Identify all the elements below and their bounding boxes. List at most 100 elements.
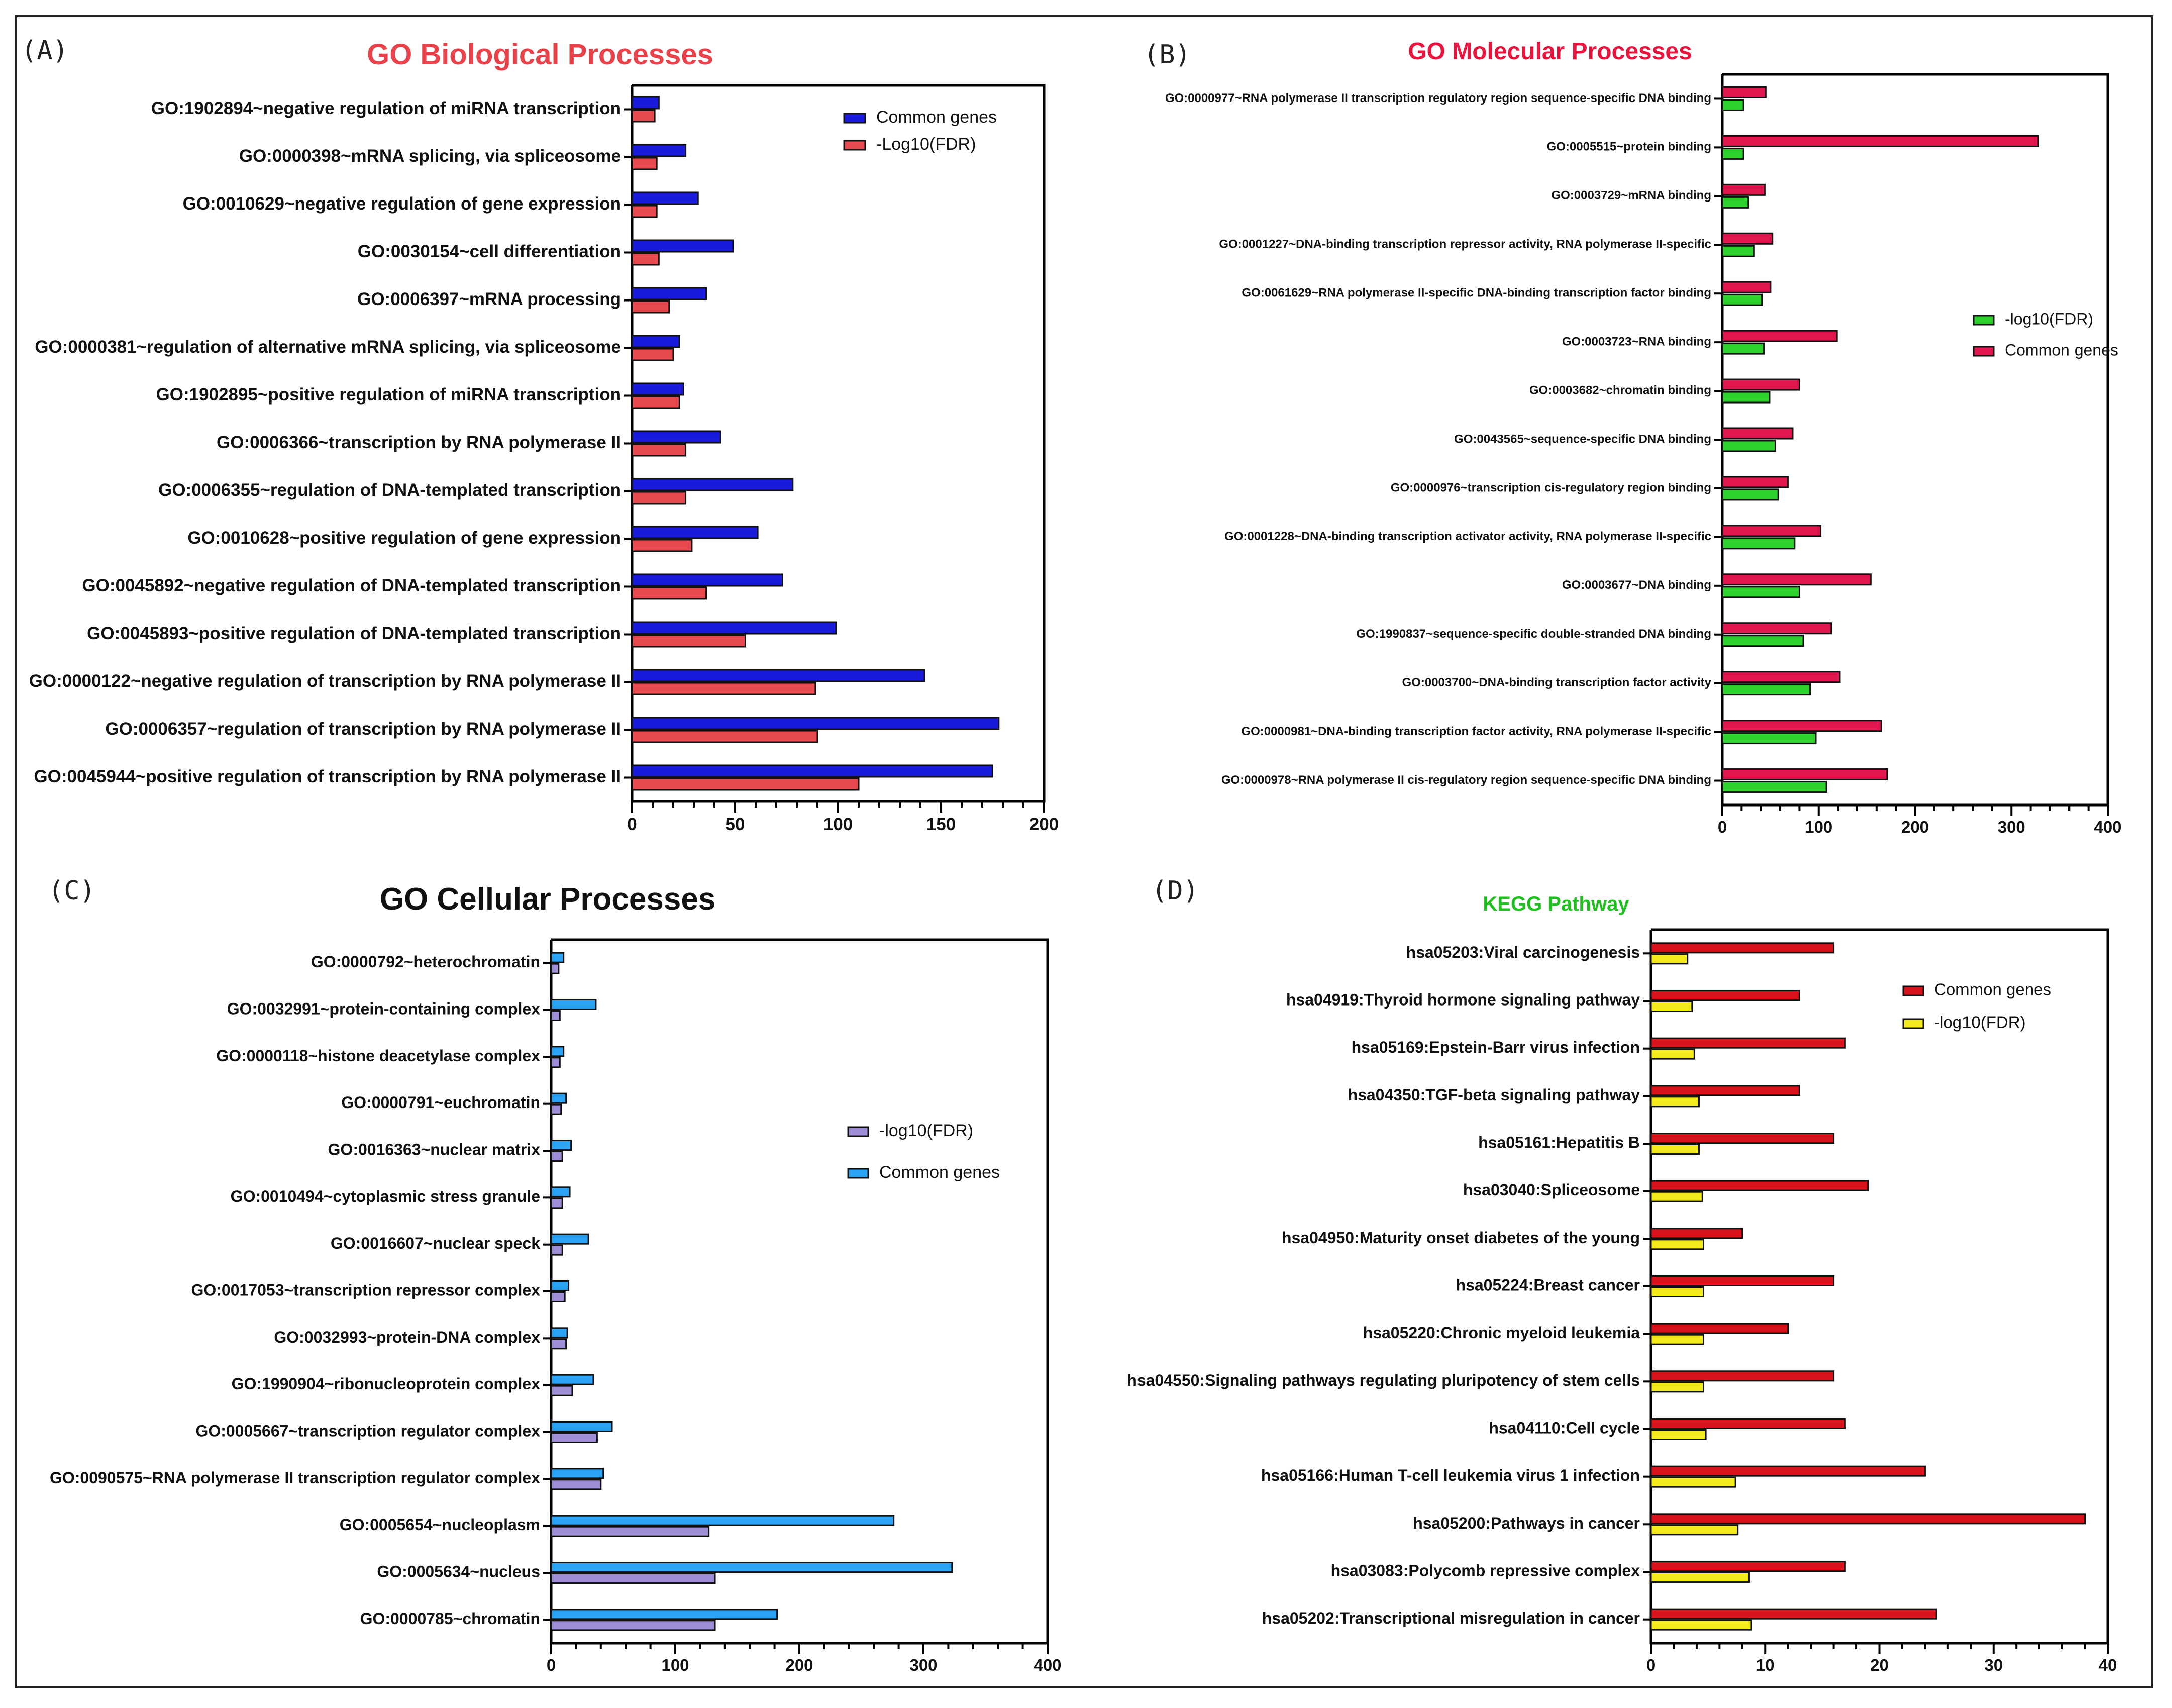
bar-log10-fdr [1721,537,1796,550]
bar-log10-fdr [631,443,687,457]
category-label: GO:0045892~negative regulation of DNA-te… [82,576,621,595]
bar-common-genes [631,144,687,157]
bar-log10-fdr [550,1010,561,1021]
bar-common-genes [550,1515,895,1526]
category-label: GO:0061629~RNA polymerase II-specific DN… [1242,286,1711,300]
category-label: hsa04950:Maturity onset diabetes of the … [1282,1229,1640,1247]
x-tick-label: 0 [627,815,637,834]
bar-log10-fdr [1721,245,1755,257]
category-label: hsa03083:Polycomb repressive complex [1331,1561,1640,1579]
category-label: GO:0003729~mRNA binding [1551,189,1711,203]
legend-swatch [847,1126,869,1137]
bar-common-genes [1721,525,1822,537]
bar-common-genes [550,1562,953,1573]
bar-common-genes [1721,476,1789,488]
bar-common-genes [550,1280,570,1291]
bar-common-genes [1721,720,1882,732]
category-label: GO:0032993~protein-DNA complex [274,1328,540,1346]
bar-common-genes [631,96,660,110]
bar-log10-fdr [550,1244,563,1256]
legend-label: -log10(FDR) [1934,1013,2026,1032]
bar-common-genes [631,430,721,444]
bar-common-genes [1721,232,1774,245]
category-label: GO:0000791~euchromatin [341,1093,540,1112]
legend-label: -Log10(FDR) [876,135,976,154]
bar-log10-fdr [550,1291,566,1302]
panel-b: (B) GO Molecular Processes 0 100 200 300 400 GO… [1144,38,2122,836]
chart-title: GO Molecular Processes [1408,38,1692,65]
legend-swatch [843,113,866,124]
x-tick-label: 40 [2099,1656,2117,1674]
bar-common-genes [1721,573,1872,586]
category-label: GO:0005654~nucleoplasm [340,1516,540,1534]
category-label: GO:0045944~positive regulation of transc… [34,767,621,786]
bar-common-genes [550,1327,568,1339]
category-label: hsa04110:Cell cycle [1489,1419,1640,1437]
bar-log10-fdr [550,1432,598,1443]
bar-common-genes [550,1374,594,1385]
bar-log10-fdr [550,1385,573,1396]
bar-log10-fdr [631,777,860,791]
bar-log10-fdr [1721,683,1811,696]
bar-log10-fdr [631,109,656,123]
bar-common-genes [550,1468,604,1479]
bar-common-genes [1650,1180,1869,1191]
category-label: GO:0003700~DNA-binding transcription fac… [1402,676,1712,689]
bar-common-genes [1721,330,1838,342]
category-label: GO:0000981~DNA-binding transcription fac… [1241,725,1711,738]
bar-common-genes [550,952,565,963]
bar-common-genes [631,382,684,396]
category-label: hsa05224:Breast cancer [1456,1276,1640,1294]
category-label: GO:0043565~sequence-specific DNA binding [1454,432,1711,446]
x-tick-label: 30 [1984,1656,2003,1674]
panel-c: (C) GO Cellular Processes 0 100 200 300 400 GO:… [48,876,1062,1674]
category-label: GO:0016363~nuclear matrix [328,1140,541,1158]
category-label: GO:0006357~regulation of transcription b… [105,719,621,739]
x-tick-label: 0 [1718,818,1727,836]
legend-swatch [843,140,866,151]
bar-log10-fdr [631,252,660,266]
category-label: GO:0010628~positive regulation of gene e… [187,528,621,548]
bar-log10-fdr [631,682,816,695]
legend-label: -log10(FDR) [879,1121,973,1140]
bar-log10-fdr [1650,1191,1703,1202]
category-label: GO:0001228~DNA-binding transcription act… [1224,530,1711,543]
category-label: hsa04919:Thyroid hormone signaling pathw… [1286,990,1640,1009]
category-label: GO:0000398~mRNA splicing, via spliceosom… [239,146,621,166]
bar-common-genes [1650,990,1800,1001]
category-label: GO:0005667~transcription regulator compl… [195,1422,540,1440]
bar-log10-fdr [1721,391,1771,404]
bar-log10-fdr [550,1526,710,1537]
plot-frame [550,938,1049,1645]
bar-common-genes [1650,942,1835,954]
category-label: GO:0000977~RNA polymerase II transcripti… [1165,91,1711,105]
bar-common-genes [1650,1133,1835,1144]
category-label: GO:0090575~RNA polymerase II transcripti… [50,1469,540,1487]
bar-common-genes [1650,1561,1846,1572]
bar-common-genes [631,478,794,491]
legend-label: Common genes [876,108,997,127]
bar-log10-fdr [550,1479,602,1490]
bar-common-genes [631,573,783,587]
x-tick-label: 100 [1805,818,1832,836]
category-label: hsa05166:Human T-cell leukemia virus 1 i… [1261,1466,1640,1484]
bar-log10-fdr [1721,440,1776,452]
legend-swatch [1973,346,1995,357]
bar-common-genes [631,764,993,778]
legend-label: Common genes [2005,341,2118,359]
bar-log10-fdr [1650,1286,1705,1297]
bar-common-genes [631,191,699,205]
bar-log10-fdr [1721,732,1817,745]
bar-log10-fdr [631,157,658,170]
bar-log10-fdr [631,586,707,600]
bar-log10-fdr [1721,293,1763,306]
bar-common-genes [550,1421,613,1432]
panel-a: (A) GO Biological Processes 0 50 100 150 200 GO… [21,36,1059,834]
bar-log10-fdr [550,1057,561,1068]
x-tick-label: 0 [547,1656,556,1674]
chart-title: GO Cellular Processes [380,882,716,917]
category-label: GO:0000118~histone deacetylase complex [216,1047,540,1065]
category-label: GO:0000122~negative regulation of transc… [29,671,621,691]
bar-common-genes [1721,135,2039,147]
bar-log10-fdr [1721,342,1765,355]
